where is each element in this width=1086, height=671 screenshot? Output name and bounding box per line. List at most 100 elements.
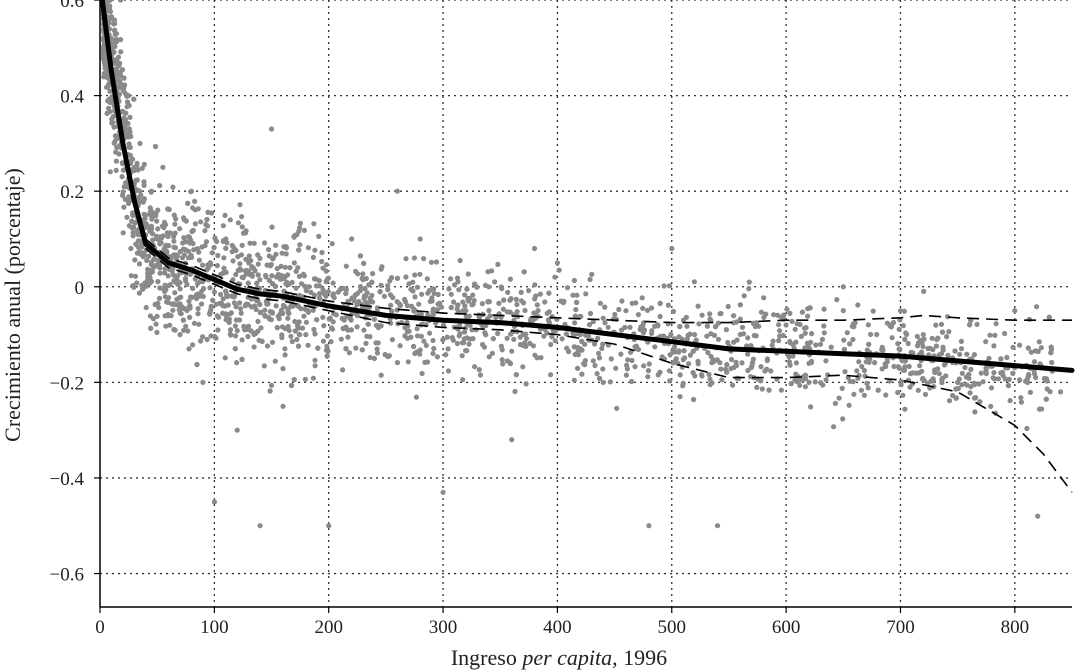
data-point bbox=[758, 309, 765, 315]
data-point bbox=[385, 353, 391, 360]
y-ticks: 0.6 0.4 0.2 0 −0.2 −0.4 −0.6 bbox=[50, 0, 100, 586]
data-point bbox=[183, 218, 189, 224]
data-point bbox=[1038, 345, 1044, 351]
data-point bbox=[705, 349, 711, 356]
data-point bbox=[1025, 379, 1031, 386]
data-point bbox=[906, 363, 912, 369]
data-point bbox=[1035, 513, 1041, 519]
data-point bbox=[623, 372, 630, 378]
data-point bbox=[667, 378, 673, 384]
data-point bbox=[161, 225, 167, 231]
data-point bbox=[919, 338, 925, 344]
data-point bbox=[148, 223, 154, 229]
data-point bbox=[474, 284, 480, 290]
data-point bbox=[677, 394, 683, 400]
data-point bbox=[262, 307, 268, 313]
data-point bbox=[895, 389, 901, 396]
data-point bbox=[648, 305, 655, 311]
data-point bbox=[227, 331, 233, 337]
data-point bbox=[570, 292, 576, 298]
data-point bbox=[255, 298, 261, 304]
data-point bbox=[476, 367, 482, 373]
data-point bbox=[778, 387, 785, 393]
data-point bbox=[213, 301, 219, 307]
data-point bbox=[132, 273, 139, 279]
data-point bbox=[825, 372, 831, 378]
data-point bbox=[597, 375, 603, 382]
data-point bbox=[267, 388, 273, 394]
data-point bbox=[374, 346, 380, 352]
data-point bbox=[238, 310, 244, 316]
data-point bbox=[294, 336, 300, 343]
data-point bbox=[312, 247, 318, 253]
data-point bbox=[330, 280, 336, 286]
data-point bbox=[172, 279, 178, 285]
data-point bbox=[154, 236, 160, 242]
data-point bbox=[548, 341, 554, 348]
data-point bbox=[836, 395, 842, 401]
data-point bbox=[806, 360, 812, 366]
data-point bbox=[139, 165, 145, 171]
data-point bbox=[113, 167, 119, 173]
data-point bbox=[945, 314, 951, 320]
data-point bbox=[121, 204, 127, 210]
data-point bbox=[237, 266, 243, 272]
data-point bbox=[592, 341, 598, 347]
data-point bbox=[1032, 348, 1038, 354]
data-point bbox=[1031, 359, 1038, 365]
data-point bbox=[110, 120, 116, 126]
data-point bbox=[730, 382, 736, 388]
data-point bbox=[232, 346, 238, 352]
data-point bbox=[187, 240, 193, 246]
y-tick-label: 0 bbox=[75, 278, 85, 299]
data-point bbox=[832, 400, 839, 406]
data-point bbox=[793, 360, 800, 366]
data-point bbox=[983, 370, 989, 377]
data-point bbox=[456, 333, 462, 339]
data-point bbox=[840, 284, 846, 290]
data-point bbox=[953, 395, 960, 401]
data-point bbox=[900, 392, 906, 398]
data-point bbox=[204, 267, 210, 273]
data-point bbox=[171, 326, 177, 333]
data-point bbox=[250, 265, 256, 271]
data-point bbox=[298, 306, 304, 312]
data-point bbox=[777, 328, 783, 334]
data-point bbox=[443, 352, 449, 358]
data-point bbox=[223, 236, 229, 242]
data-point bbox=[776, 322, 782, 328]
data-point bbox=[676, 348, 682, 354]
data-point bbox=[839, 385, 845, 391]
data-point bbox=[739, 360, 745, 366]
data-point bbox=[211, 499, 217, 505]
data-point bbox=[655, 322, 661, 328]
data-point bbox=[463, 308, 469, 314]
data-point bbox=[223, 245, 229, 251]
data-point bbox=[902, 336, 908, 342]
data-point bbox=[641, 363, 647, 369]
data-point bbox=[684, 323, 690, 329]
data-point bbox=[897, 308, 904, 314]
data-point bbox=[181, 235, 187, 241]
data-point bbox=[978, 370, 984, 376]
data-point bbox=[178, 294, 184, 300]
data-point bbox=[462, 303, 468, 309]
data-point bbox=[220, 296, 226, 302]
data-point bbox=[818, 380, 824, 386]
data-point bbox=[136, 238, 142, 244]
data-point bbox=[903, 330, 909, 336]
data-point bbox=[270, 255, 277, 261]
data-point bbox=[305, 342, 311, 348]
data-point bbox=[170, 253, 176, 259]
data-point bbox=[215, 252, 221, 259]
data-point bbox=[154, 313, 160, 319]
data-point bbox=[771, 312, 777, 318]
data-point bbox=[680, 317, 687, 323]
y-tick-label: 0.6 bbox=[60, 0, 84, 12]
data-point bbox=[227, 217, 233, 223]
data-point bbox=[597, 300, 604, 306]
data-point bbox=[737, 316, 743, 322]
data-point bbox=[316, 278, 322, 284]
data-point bbox=[936, 371, 942, 377]
data-point bbox=[633, 300, 639, 306]
